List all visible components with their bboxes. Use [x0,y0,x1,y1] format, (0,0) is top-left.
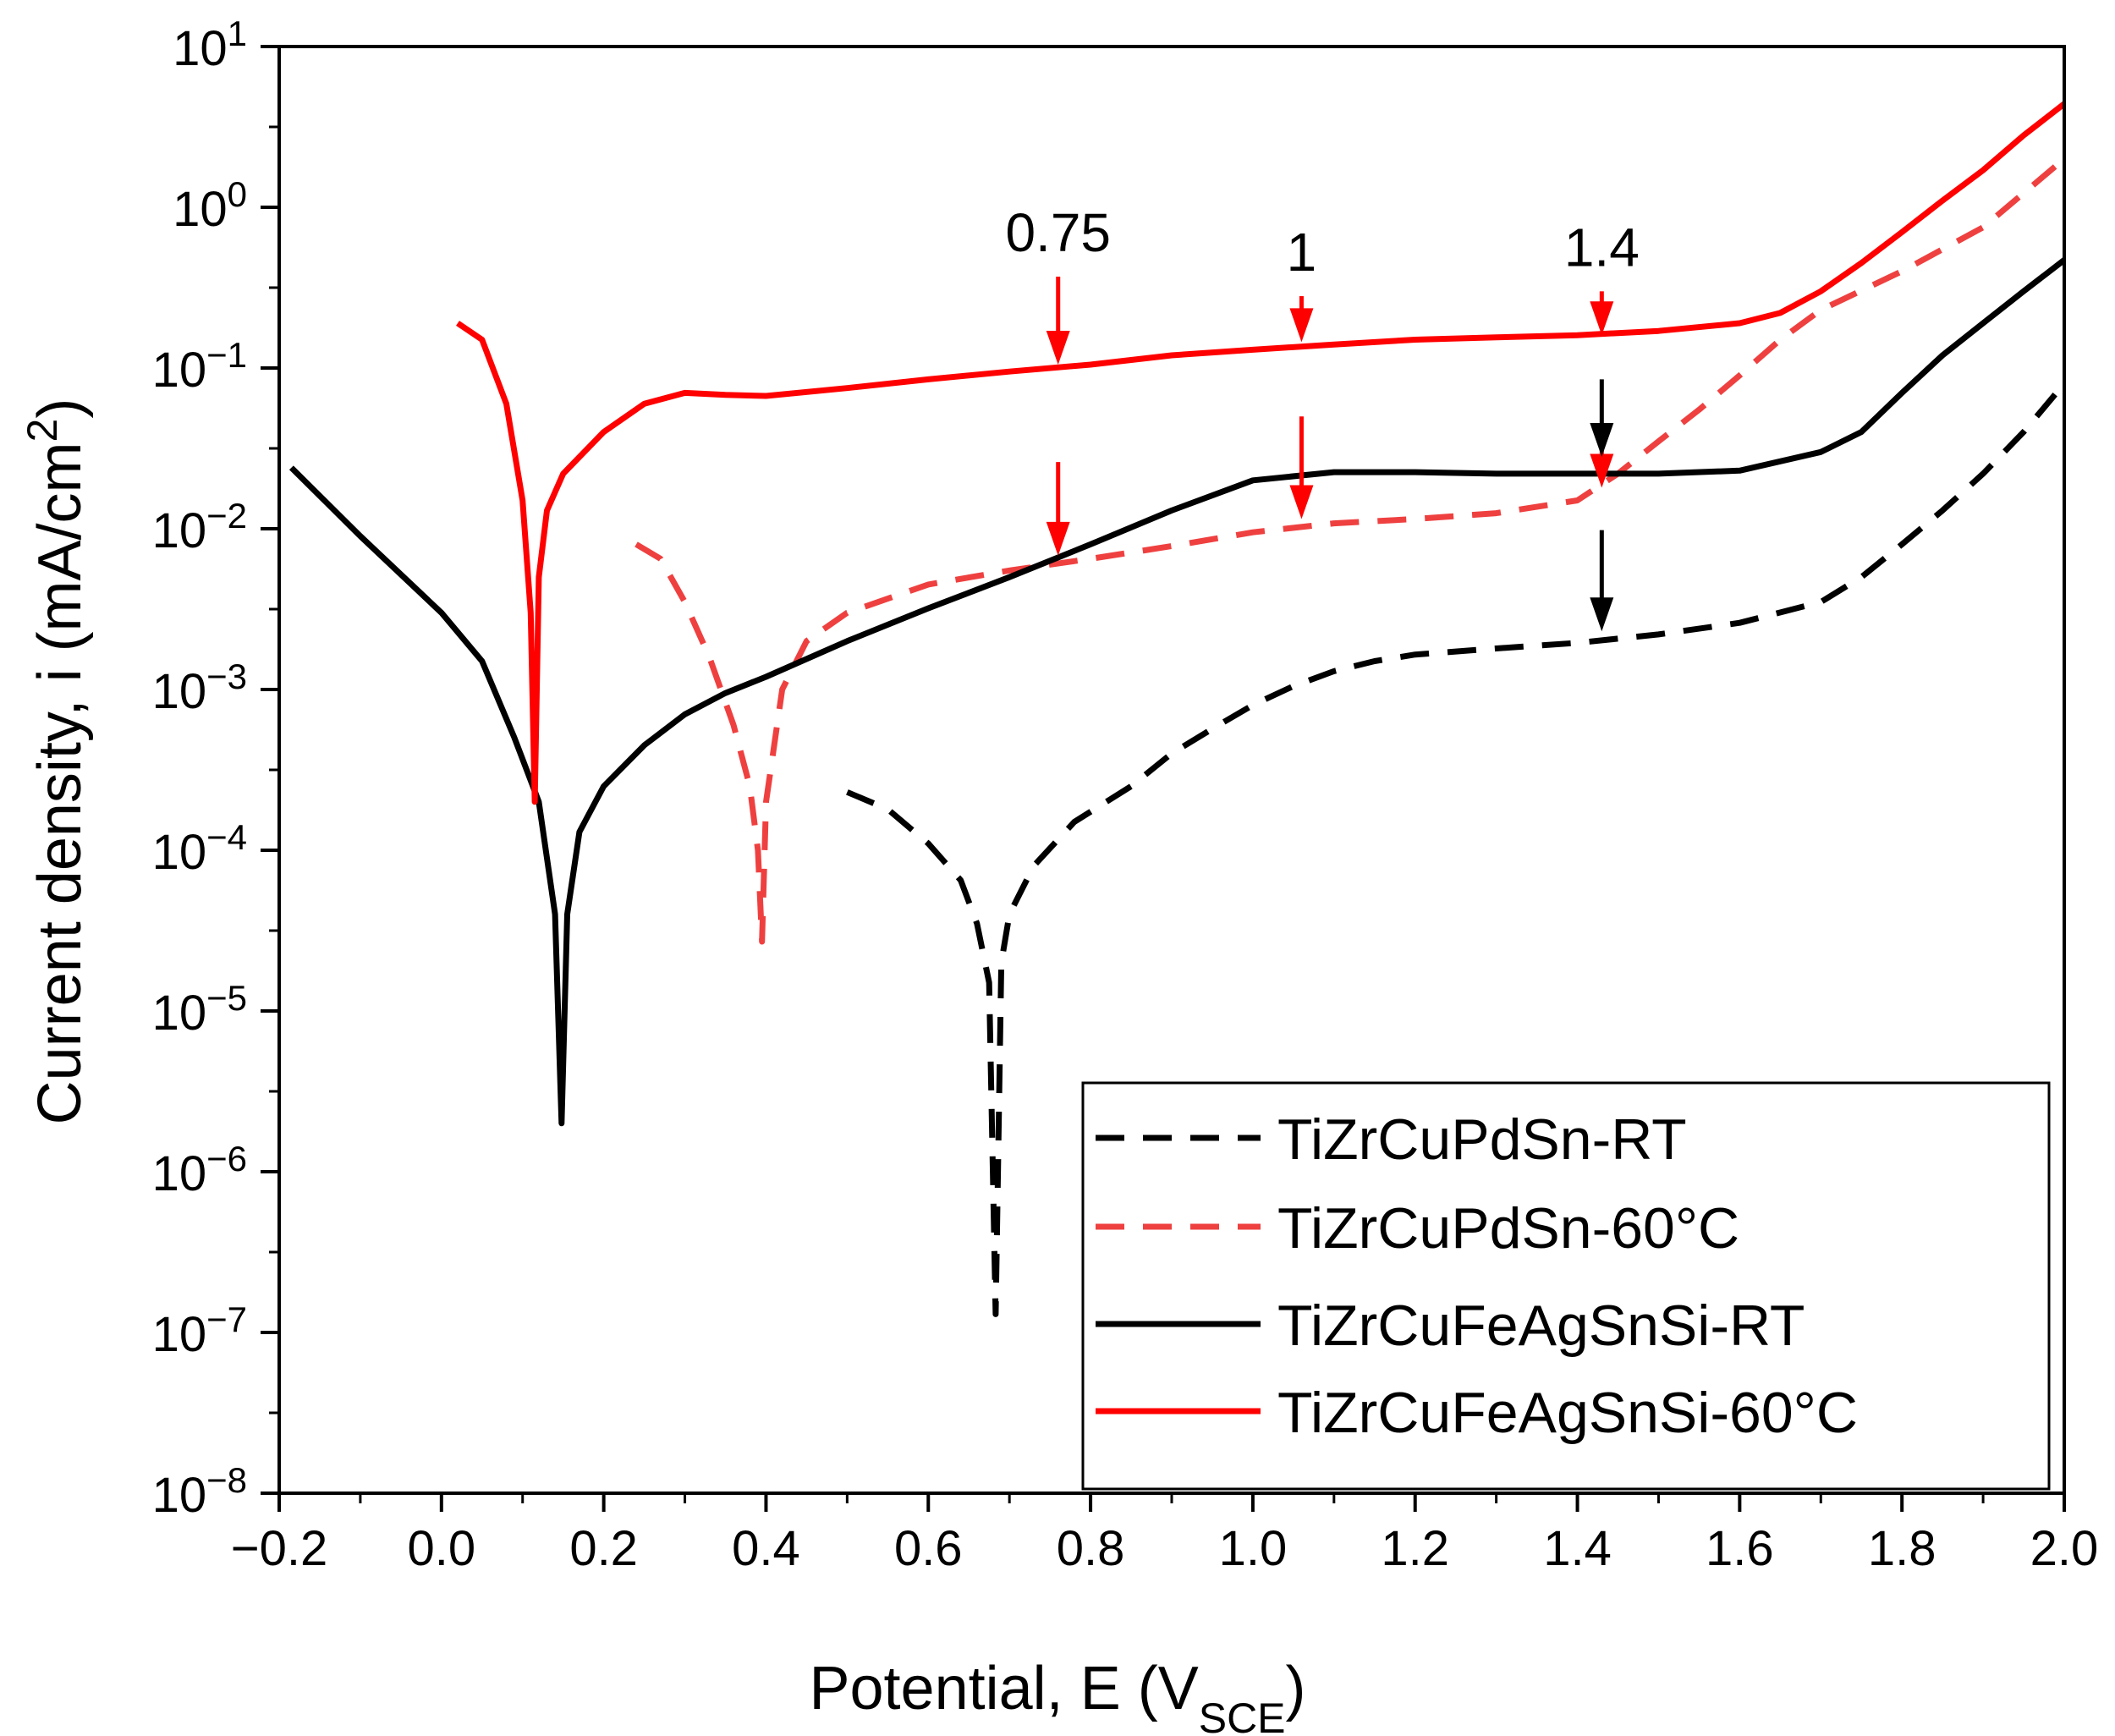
series-line-3 [456,101,2067,805]
y-tick-label-exp-8: −7 [206,1299,247,1339]
y-axis-title-main: Current density, i (mA/cm [26,442,94,1124]
legend-box [1081,1081,2051,1491]
x-axis-title: Potential, E (VSCE) [809,1655,1305,1736]
y-tick-label-base-8: 10 [152,1307,207,1362]
y-tick-label-base-2: 10 [152,343,207,398]
x-tick-label-0: −0.2 [231,1521,328,1576]
y-tick-label-exp-7: −6 [206,1139,247,1178]
x-tick-label-8: 1.4 [1543,1521,1612,1576]
y-tick-label-exp-0: 1 [228,14,247,53]
y-tick-label-8: 10−7 [152,1299,247,1363]
y-tick-label-9: 10−8 [152,1460,247,1524]
curve-arrow-1-head [1289,485,1314,519]
x-tick-label-11: 2.0 [2030,1521,2099,1576]
y-tick-label-base-5: 10 [152,825,207,880]
x-tick-label-3: 0.4 [732,1521,800,1576]
annotation-arrow-2-head [1590,301,1614,336]
x-axis-title-end: ) [1286,1655,1306,1722]
y-tick-label-7: 10−6 [152,1139,247,1202]
y-tick-label-exp-9: −8 [206,1460,247,1500]
curve-arrow-0-head [1046,521,1070,556]
y-tick-label-1: 100 [173,174,247,238]
legend: TiZrCuPdSn-RT TiZrCuPdSn-60°C TiZrCuFeAg… [1081,1081,2051,1491]
y-tick-label-exp-6: −5 [206,978,247,1018]
data-series-layer [288,101,2067,1317]
y-axis-title: Current density, i (mA/cm2) [19,398,94,1125]
y-tick-label-exp-2: −1 [206,335,247,375]
y-tick-label-exp-5: −4 [206,817,247,857]
annotation-arrow-1-head [1289,308,1314,343]
legend-label-feagsnsi-rt: TiZrCuFeAgSnSi-RT [1277,1294,1805,1358]
y-tick-label-2: 10−1 [152,335,247,398]
x-tick-label-10: 1.8 [1868,1521,1936,1576]
legend-label-pdsn-60c: TiZrCuPdSn-60°C [1277,1196,1739,1261]
x-axis-title-subscript: SCE [1199,1695,1286,1736]
axes-layer: −0.2 0.0 0.2 0.4 0.6 0.8 1.0 1.2 1.4 1.6 1.8 2.0101… [152,14,2099,1577]
y-tick-label-base-6: 10 [152,986,207,1041]
series-line-0 [846,382,2067,1317]
legend-label-pdsn-rt: TiZrCuPdSn-RT [1277,1107,1687,1172]
legend-label-feagsnsi-60c: TiZrCuFeAgSnSi-60°C [1277,1381,1858,1445]
annotation-arrow-0-head [1046,330,1070,365]
x-tick-label-7: 1.2 [1381,1521,1449,1576]
x-tick-label-6: 1.0 [1219,1521,1288,1576]
y-tick-label-3: 10−2 [152,496,247,559]
curve-arrow-2-head [1590,453,1614,488]
annotation-arrows-layer: 0.75 1 1.4 [1005,202,1640,632]
x-tick-label-1: 0.0 [407,1521,475,1576]
y-tick-label-base-0: 10 [173,21,228,76]
y-tick-label-base-3: 10 [152,503,207,558]
x-tick-label-4: 0.6 [894,1521,963,1576]
y-tick-label-4: 10−3 [152,656,247,720]
y-axis-title-end: ) [26,398,94,419]
x-tick-label-5: 0.8 [1057,1521,1125,1576]
y-tick-label-5: 10−4 [152,817,247,881]
y-tick-label-exp-1: 0 [228,174,247,214]
y-tick-label-base-9: 10 [152,1468,207,1523]
y-tick-label-exp-4: −3 [206,656,247,696]
y-tick-label-base-7: 10 [152,1146,207,1201]
x-axis-title-main: Potential, E (V [809,1655,1198,1722]
y-axis-title-superscript: 2 [19,419,66,442]
series-line-1 [634,157,2067,945]
annotation-label-1: 1 [1287,222,1317,283]
annotation-label-0: 0.75 [1005,202,1111,263]
y-tick-label-0: 101 [173,14,247,77]
y-tick-label-base-1: 10 [173,182,228,237]
y-tick-label-6: 10−5 [152,978,247,1041]
x-tick-label-2: 0.2 [569,1521,638,1576]
y-tick-label-exp-3: −2 [206,496,247,536]
x-tick-label-9: 1.6 [1706,1521,1774,1576]
curve-arrow-4-head [1590,597,1614,632]
annotation-label-2: 1.4 [1564,217,1640,277]
curve-arrow-3-head [1590,423,1614,458]
series-line-2 [288,257,2067,1127]
y-tick-label-base-4: 10 [152,664,207,719]
